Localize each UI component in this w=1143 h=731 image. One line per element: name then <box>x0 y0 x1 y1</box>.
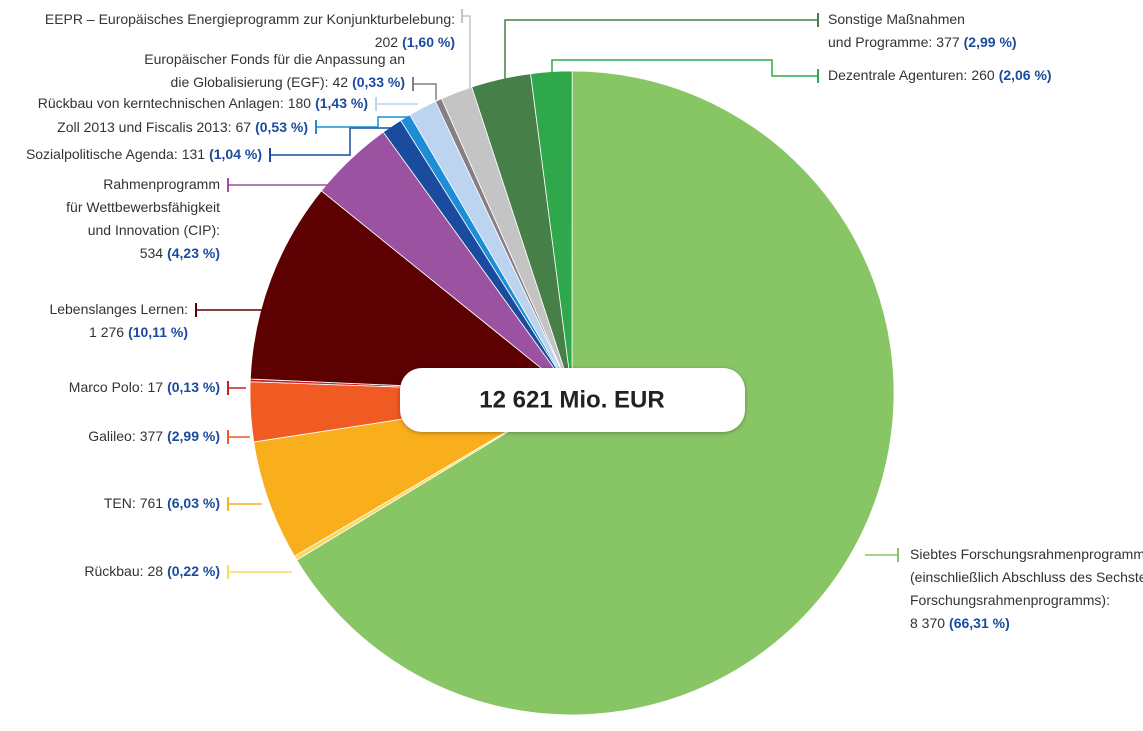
slice-label: Europäischer Fonds für die Anpassung an <box>144 51 405 67</box>
percent-label: (10,11 %) <box>128 324 188 340</box>
slice-label: EEPR – Europäisches Energieprogramm zur … <box>45 11 455 27</box>
leader-line <box>316 116 408 128</box>
category-label: und Programme: <box>828 34 932 50</box>
leader-line <box>551 59 818 77</box>
slice-value: 202 (1,60 %) <box>375 34 455 50</box>
percent-label: (4,23 %) <box>167 245 220 261</box>
value-label: 67 <box>236 119 252 135</box>
slice-value: 534 (4,23 %) <box>140 245 220 261</box>
slice-value: 8 370 (66,31 %) <box>910 615 1010 631</box>
value-label: 377 <box>936 34 960 50</box>
slice-label: und Programme: 377 (2,99 %) <box>828 34 1017 50</box>
category-label: Europäischer Fonds für die Anpassung an <box>144 51 405 67</box>
value-label: 1 276 <box>89 324 124 340</box>
category-label: Rückbau: <box>84 563 143 579</box>
percent-label: (0,13 %) <box>167 379 220 395</box>
slice-label: Rahmenprogramm <box>103 176 220 192</box>
percent-label: (1,43 %) <box>315 95 368 111</box>
slice-label: für Wettbewerbsfähigkeit <box>66 199 220 215</box>
value-label: 180 <box>288 95 312 111</box>
slice-label: Forschungsrahmenprogramms): <box>910 592 1110 608</box>
percent-label: (2,99 %) <box>167 428 220 444</box>
slice-label: (einschließlich Abschluss des Sechsten <box>910 569 1143 585</box>
slice-label: Zoll 2013 und Fiscalis 2013: 67 (0,53 %) <box>57 119 308 135</box>
labels: Siebtes Forschungsrahmenprogramm (einschl… <box>26 9 1143 631</box>
center-box <box>400 368 745 432</box>
category-label: und Innovation (CIP): <box>88 222 220 238</box>
slice-label: Marco Polo: 17 (0,13 %) <box>69 379 220 395</box>
leader-line <box>462 15 471 92</box>
category-label: Siebtes Forschungsrahmenprogramm <box>910 546 1143 562</box>
slice-value: 1 276 (10,11 %) <box>89 324 188 340</box>
percent-label: (6,03 %) <box>167 495 220 511</box>
category-label: Forschungsrahmenprogramms): <box>910 592 1110 608</box>
category-label: Dezentrale Agenturen: <box>828 67 967 83</box>
center-label: 12 621 Mio. EUR <box>479 386 664 413</box>
category-label: für Wettbewerbsfähigkeit <box>66 199 220 215</box>
category-label: Sozialpolitische Agenda: <box>26 146 178 162</box>
percent-label: (1,60 %) <box>402 34 455 50</box>
slice <box>253 392 573 557</box>
value-label: 8 370 <box>910 615 945 631</box>
value-label: 131 <box>182 146 206 162</box>
category-label: Zoll 2013 und Fiscalis 2013: <box>57 119 231 135</box>
slice-label: und Innovation (CIP): <box>88 222 220 238</box>
slice-label: Dezentrale Agenturen: 260 (2,06 %) <box>828 67 1052 83</box>
percent-label: (0,53 %) <box>255 119 308 135</box>
percent-label: (2,99 %) <box>964 34 1017 50</box>
category-label: EEPR – Europäisches Energieprogramm zur … <box>45 11 455 27</box>
category-label: die Globalisierung (EGF): <box>171 74 329 90</box>
value-label: 28 <box>148 563 164 579</box>
value-label: 761 <box>140 495 164 511</box>
slice-label: Sozialpolitische Agenda: 131 (1,04 %) <box>26 146 262 162</box>
category-label: (einschließlich Abschluss des Sechsten <box>910 569 1143 585</box>
value-label: 17 <box>148 379 164 395</box>
slice-label: Rückbau von kerntechnischen Anlagen: 180(… <box>38 95 368 111</box>
percent-label: (2,06 %) <box>999 67 1052 83</box>
slice-label: Lebenslanges Lernen: <box>49 301 188 317</box>
category-label: Sonstige Maßnahmen <box>828 11 965 27</box>
value-label: 377 <box>140 428 164 444</box>
slice-label: Rückbau: 28 (0,22 %) <box>84 563 220 579</box>
category-label: Marco Polo: <box>69 379 144 395</box>
slice-label: Sonstige Maßnahmen <box>828 11 965 27</box>
category-label: Rahmenprogramm <box>103 176 220 192</box>
category-label: Rückbau von kerntechnischen Anlagen: <box>38 95 284 111</box>
percent-label: (0,22 %) <box>167 563 220 579</box>
pie <box>249 70 895 716</box>
percent-label: (66,31 %) <box>949 615 1010 631</box>
value-label: 534 <box>140 245 164 261</box>
slice-label: Siebtes Forschungsrahmenprogramm <box>910 546 1143 562</box>
slice-label: die Globalisierung (EGF): 42 (0,33 %) <box>171 74 405 90</box>
category-label: Galileo: <box>88 428 135 444</box>
category-label: Lebenslanges Lernen: <box>49 301 188 317</box>
leader-line <box>413 83 437 100</box>
category-label: TEN: <box>104 495 136 511</box>
leader-line <box>270 127 395 156</box>
value-label: 202 <box>375 34 399 50</box>
leader-line <box>504 19 818 82</box>
value-label: 42 <box>333 74 349 90</box>
percent-label: (0,33 %) <box>352 74 405 90</box>
percent-label: (1,04 %) <box>209 146 262 162</box>
slice-label: TEN: 761 (6,03 %) <box>104 495 220 511</box>
slice <box>249 190 574 394</box>
value-label: 260 <box>971 67 995 83</box>
slice-label: Galileo: 377 (2,99 %) <box>88 428 220 444</box>
